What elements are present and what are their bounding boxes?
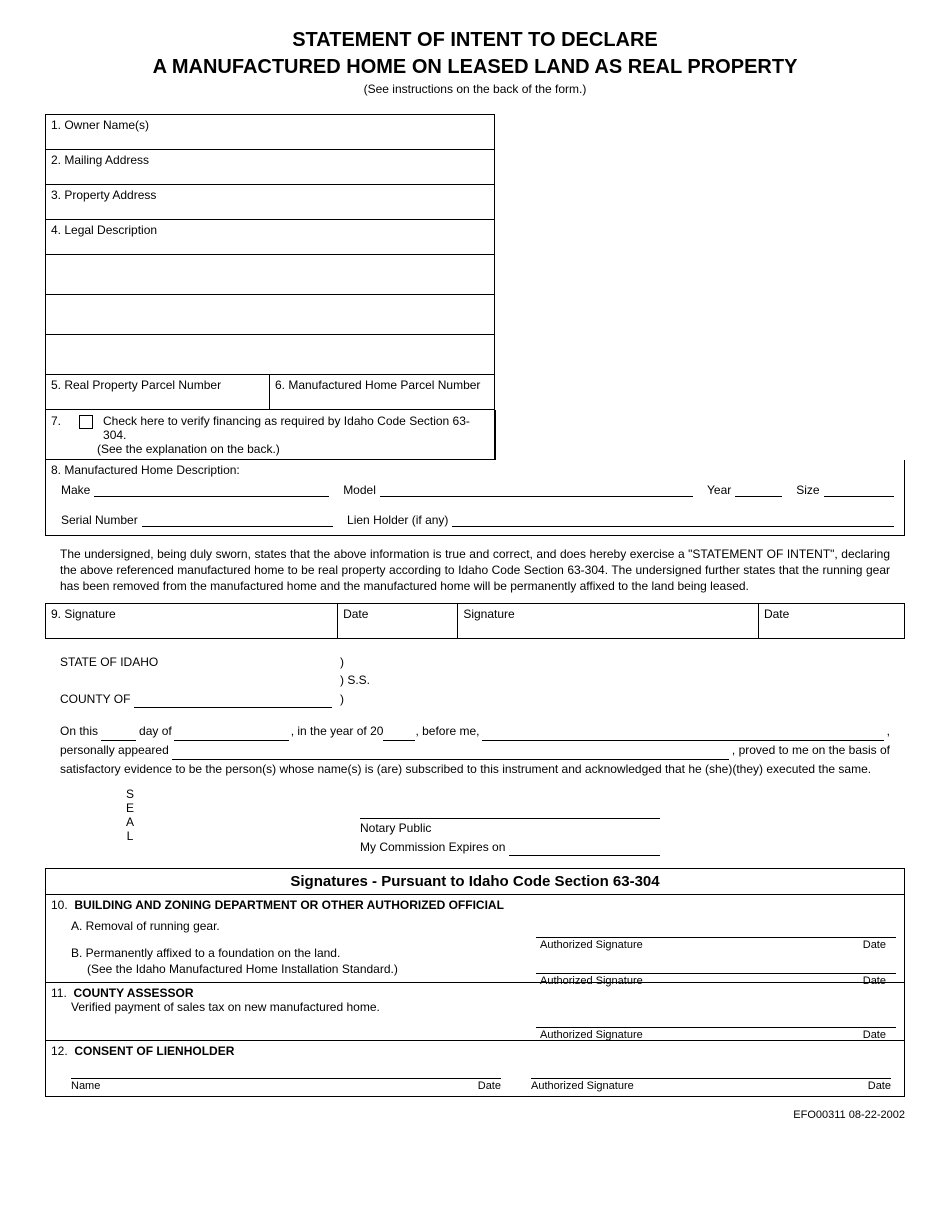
s10-a: A. Removal of running gear. <box>71 918 899 934</box>
s11-sub: Verified payment of sales tax on new man… <box>71 1000 899 1014</box>
parcel-row: 5. Real Property Parcel Number 6. Manufa… <box>46 375 494 410</box>
year-input[interactable] <box>735 483 782 497</box>
form-page: STATEMENT OF INTENT TO DECLARE A MANUFAC… <box>0 0 950 1141</box>
title-line-2: A MANUFACTURED HOME ON LEASED LAND AS RE… <box>45 55 905 80</box>
sig-block-12: 12. CONSENT OF LIENHOLDER Name Date Auth… <box>46 1041 904 1096</box>
desc-header: 8. Manufactured Home Description: <box>51 463 899 477</box>
s12-label: CONSENT OF LIENHOLDER <box>74 1044 234 1058</box>
field-mailing[interactable]: 2. Mailing Address <box>46 150 494 185</box>
sig-block-11: 11. COUNTY ASSESSOR Verified payment of … <box>46 983 904 1041</box>
field-parcel-6[interactable]: 6. Manufactured Home Parcel Number <box>270 375 494 409</box>
form-footer: EFO00311 08-22-2002 <box>45 1109 905 1121</box>
day-input[interactable] <box>101 727 136 741</box>
date-cell[interactable]: Date <box>758 603 904 638</box>
s11-label: COUNTY ASSESSOR <box>73 986 193 1000</box>
signatures-section: Signatures - Pursuant to Idaho Code Sect… <box>45 868 905 1097</box>
month-input[interactable] <box>174 727 289 741</box>
field-property[interactable]: 3. Property Address <box>46 185 494 220</box>
financing-subtext: (See the explanation on the back.) <box>97 442 490 456</box>
field-financing: 7. Check here to verify financing as req… <box>46 410 496 460</box>
sig9-cell[interactable]: 9. Signature <box>46 603 338 638</box>
description-box: 8. Manufactured Home Description: Make M… <box>45 460 905 536</box>
field-legal-3[interactable] <box>46 295 494 335</box>
subtitle: (See instructions on the back of the for… <box>45 82 905 96</box>
model-input[interactable] <box>380 483 693 497</box>
size-input[interactable] <box>824 483 894 497</box>
model-label: Model <box>343 483 376 497</box>
top-fields-box: 1. Owner Name(s) 2. Mailing Address 3. P… <box>45 114 495 460</box>
financing-checkbox[interactable] <box>79 415 93 429</box>
s12-name-line[interactable]: Name Date <box>71 1078 501 1092</box>
title-line-1: STATEMENT OF INTENT TO DECLARE <box>45 28 905 53</box>
serial-label: Serial Number <box>61 513 138 527</box>
beforeme-input[interactable] <box>482 727 883 741</box>
county-input[interactable] <box>134 694 332 708</box>
year-input-2[interactable] <box>383 727 415 741</box>
sworn-statement: The undersigned, being duly sworn, state… <box>60 546 890 595</box>
ss-label: S.S. <box>347 673 370 687</box>
make-input[interactable] <box>94 483 329 497</box>
expires-input[interactable] <box>509 842 660 856</box>
appeared-input[interactable] <box>172 746 729 760</box>
field-parcel-5[interactable]: 5. Real Property Parcel Number <box>46 375 270 409</box>
notary-block: STATE OF IDAHO ) ) S.S. COUNTY OF ) On t… <box>60 653 890 857</box>
field-legal-2[interactable] <box>46 255 494 295</box>
date9-cell[interactable]: Date <box>338 603 458 638</box>
seal-letters: S E A L <box>60 788 150 856</box>
lien-input[interactable] <box>452 513 894 527</box>
year-label: Year <box>707 483 731 497</box>
sig-section-header: Signatures - Pursuant to Idaho Code Sect… <box>46 869 904 895</box>
s10-label: BUILDING AND ZONING DEPARTMENT OR OTHER … <box>74 898 504 912</box>
state-label: STATE OF IDAHO <box>60 655 158 669</box>
field-legal-1[interactable]: 4. Legal Description <box>46 220 494 255</box>
serial-input[interactable] <box>142 513 333 527</box>
field-owner[interactable]: 1. Owner Name(s) <box>46 115 494 150</box>
make-label: Make <box>61 483 90 497</box>
signature-row-9: 9. Signature Date Signature Date <box>45 603 905 639</box>
notary-public-label: Notary Public <box>360 819 890 838</box>
lien-label: Lien Holder (if any) <box>347 513 448 527</box>
s10-sig-line-a[interactable]: Authorized Signature Date <box>536 937 896 951</box>
field-legal-4[interactable] <box>46 335 494 375</box>
size-label: Size <box>796 483 819 497</box>
expires-label: My Commission Expires on <box>360 838 505 857</box>
s11-sig-line[interactable]: Authorized Signature Date <box>536 1027 896 1041</box>
evidence-text: satisfactory evidence to be the person(s… <box>60 760 890 779</box>
sig-cell[interactable]: Signature <box>458 603 759 638</box>
sig-block-10: 10. BUILDING AND ZONING DEPARTMENT OR OT… <box>46 895 904 983</box>
s12-sig-line[interactable]: Authorized Signature Date <box>531 1078 891 1092</box>
county-label: COUNTY OF <box>60 690 130 709</box>
